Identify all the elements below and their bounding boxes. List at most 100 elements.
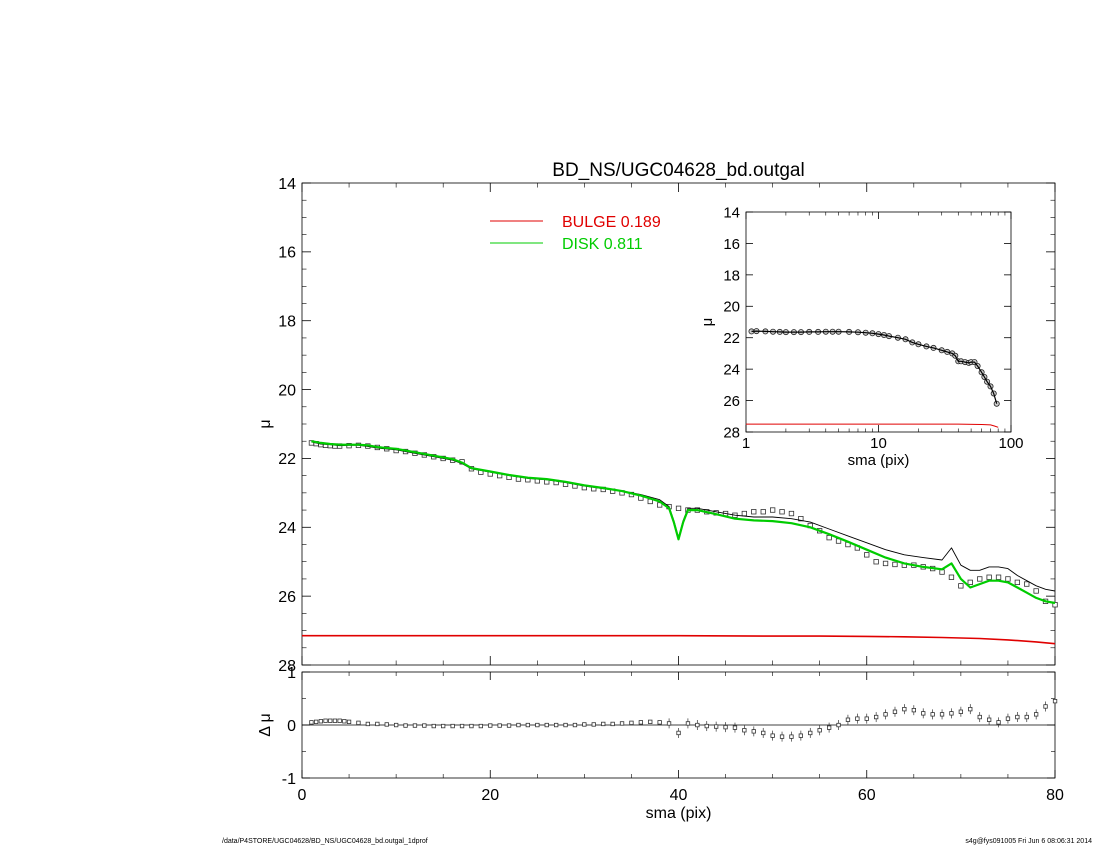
residual-point	[403, 723, 408, 728]
residual-point	[902, 707, 907, 712]
inset-x-axis-label: sma (pix)	[848, 452, 910, 469]
data-point-square	[751, 509, 757, 515]
residual-point	[365, 721, 371, 727]
residual-point	[393, 722, 399, 728]
residual-point	[313, 719, 319, 724]
main-y-tick-label: 24	[278, 520, 296, 537]
residual-point	[761, 730, 766, 736]
residual-point	[1043, 704, 1048, 709]
residual-x-tick-label: 80	[1046, 787, 1064, 804]
residual-point	[845, 717, 851, 722]
data-point-square	[1033, 588, 1039, 594]
residual-point	[648, 719, 653, 724]
main-y-tick-label: 14	[278, 176, 296, 193]
residual-point	[949, 711, 954, 716]
residual-point	[874, 714, 879, 720]
data-point-square	[864, 552, 870, 558]
residual-point	[921, 711, 926, 716]
inset-series-line-bulge	[746, 423, 999, 428]
residual-point	[384, 722, 389, 727]
main-y-tick-label: 28	[278, 658, 296, 675]
residual-point	[638, 720, 643, 725]
residual-point	[1024, 714, 1029, 720]
residual-point	[695, 722, 700, 728]
residual-point	[817, 728, 822, 733]
data-point-square	[760, 509, 766, 515]
data-point-square	[1024, 581, 1030, 587]
residual-point	[337, 718, 342, 723]
residual-point	[836, 722, 841, 728]
inset-profile-line	[751, 330, 998, 404]
data-point-square	[798, 516, 804, 522]
data-point-square	[741, 510, 747, 517]
residual-x-tick-label: 20	[481, 787, 499, 804]
residual-point	[751, 729, 756, 734]
residual-y-tick-label: -1	[282, 771, 296, 788]
residual-point	[939, 712, 945, 717]
residual-point	[742, 728, 747, 733]
data-point-square	[826, 535, 832, 541]
residual-point	[525, 722, 530, 728]
residual-point	[601, 721, 606, 727]
main-y-tick-label: 22	[278, 451, 296, 468]
residual-point	[1052, 699, 1058, 704]
residual-point	[676, 730, 681, 736]
data-point-square	[892, 561, 898, 568]
residual-point	[968, 707, 973, 712]
residual-point	[610, 721, 615, 727]
residual-point	[544, 722, 549, 728]
residual-point	[572, 722, 578, 728]
residual-point	[332, 718, 338, 723]
inset-x-tick-label: 1	[742, 435, 750, 452]
residual-point	[930, 712, 935, 717]
residual-point	[563, 722, 568, 728]
residual-point	[779, 734, 785, 739]
residual-point	[459, 723, 465, 729]
main-y-tick-label: 16	[278, 245, 296, 262]
inset-background	[746, 212, 1011, 432]
residual-y-tick-label: 1	[287, 665, 296, 682]
residual-point	[318, 719, 324, 724]
residual-point	[431, 723, 436, 729]
residual-point	[770, 733, 775, 738]
residual-point	[892, 709, 898, 714]
main-y-tick-label: 20	[278, 382, 296, 399]
residual-y-axis-label: Δ μ	[257, 713, 274, 736]
residual-point	[704, 723, 709, 729]
chart-title: BD_NS/UGC04628_bd.outgal	[552, 160, 804, 181]
residual-point	[798, 733, 803, 738]
inset-x-tick-label: 10	[870, 435, 887, 452]
main-y-tick-label: 26	[278, 589, 296, 606]
residual-point	[554, 722, 559, 728]
residual-point	[827, 725, 832, 730]
inset-x-tick-label: 100	[998, 435, 1023, 452]
residual-point	[346, 719, 352, 724]
inset-y-tick-label: 22	[723, 330, 740, 347]
inset-y-tick-label: 28	[723, 424, 740, 441]
residual-point	[591, 722, 596, 727]
data-point-square	[948, 574, 955, 580]
residual-point	[506, 723, 512, 728]
residual-point	[582, 722, 587, 727]
residual-point	[422, 723, 427, 728]
residual-x-tick-label: 40	[670, 787, 688, 804]
data-point-square	[882, 560, 889, 567]
inset-y-axis-label: μ	[699, 318, 716, 327]
data-point-square	[977, 576, 983, 582]
residual-point	[309, 720, 314, 725]
data-point-square	[986, 574, 992, 580]
residual-point	[911, 708, 916, 713]
residual-x-tick-label: 0	[298, 787, 307, 804]
legend-label-disk: DISK 0.811	[562, 236, 643, 253]
residual-point	[883, 712, 888, 717]
data-point-square	[675, 505, 682, 512]
residual-point	[450, 723, 455, 729]
residual-point	[977, 714, 982, 720]
residual-point	[732, 725, 738, 730]
residual-point	[516, 722, 521, 728]
data-point-square	[1005, 576, 1011, 582]
data-point-square	[967, 579, 973, 585]
data-point-square	[770, 507, 776, 513]
inset-y-tick-label: 24	[723, 362, 740, 379]
main-y-tick-label: 18	[278, 313, 296, 330]
